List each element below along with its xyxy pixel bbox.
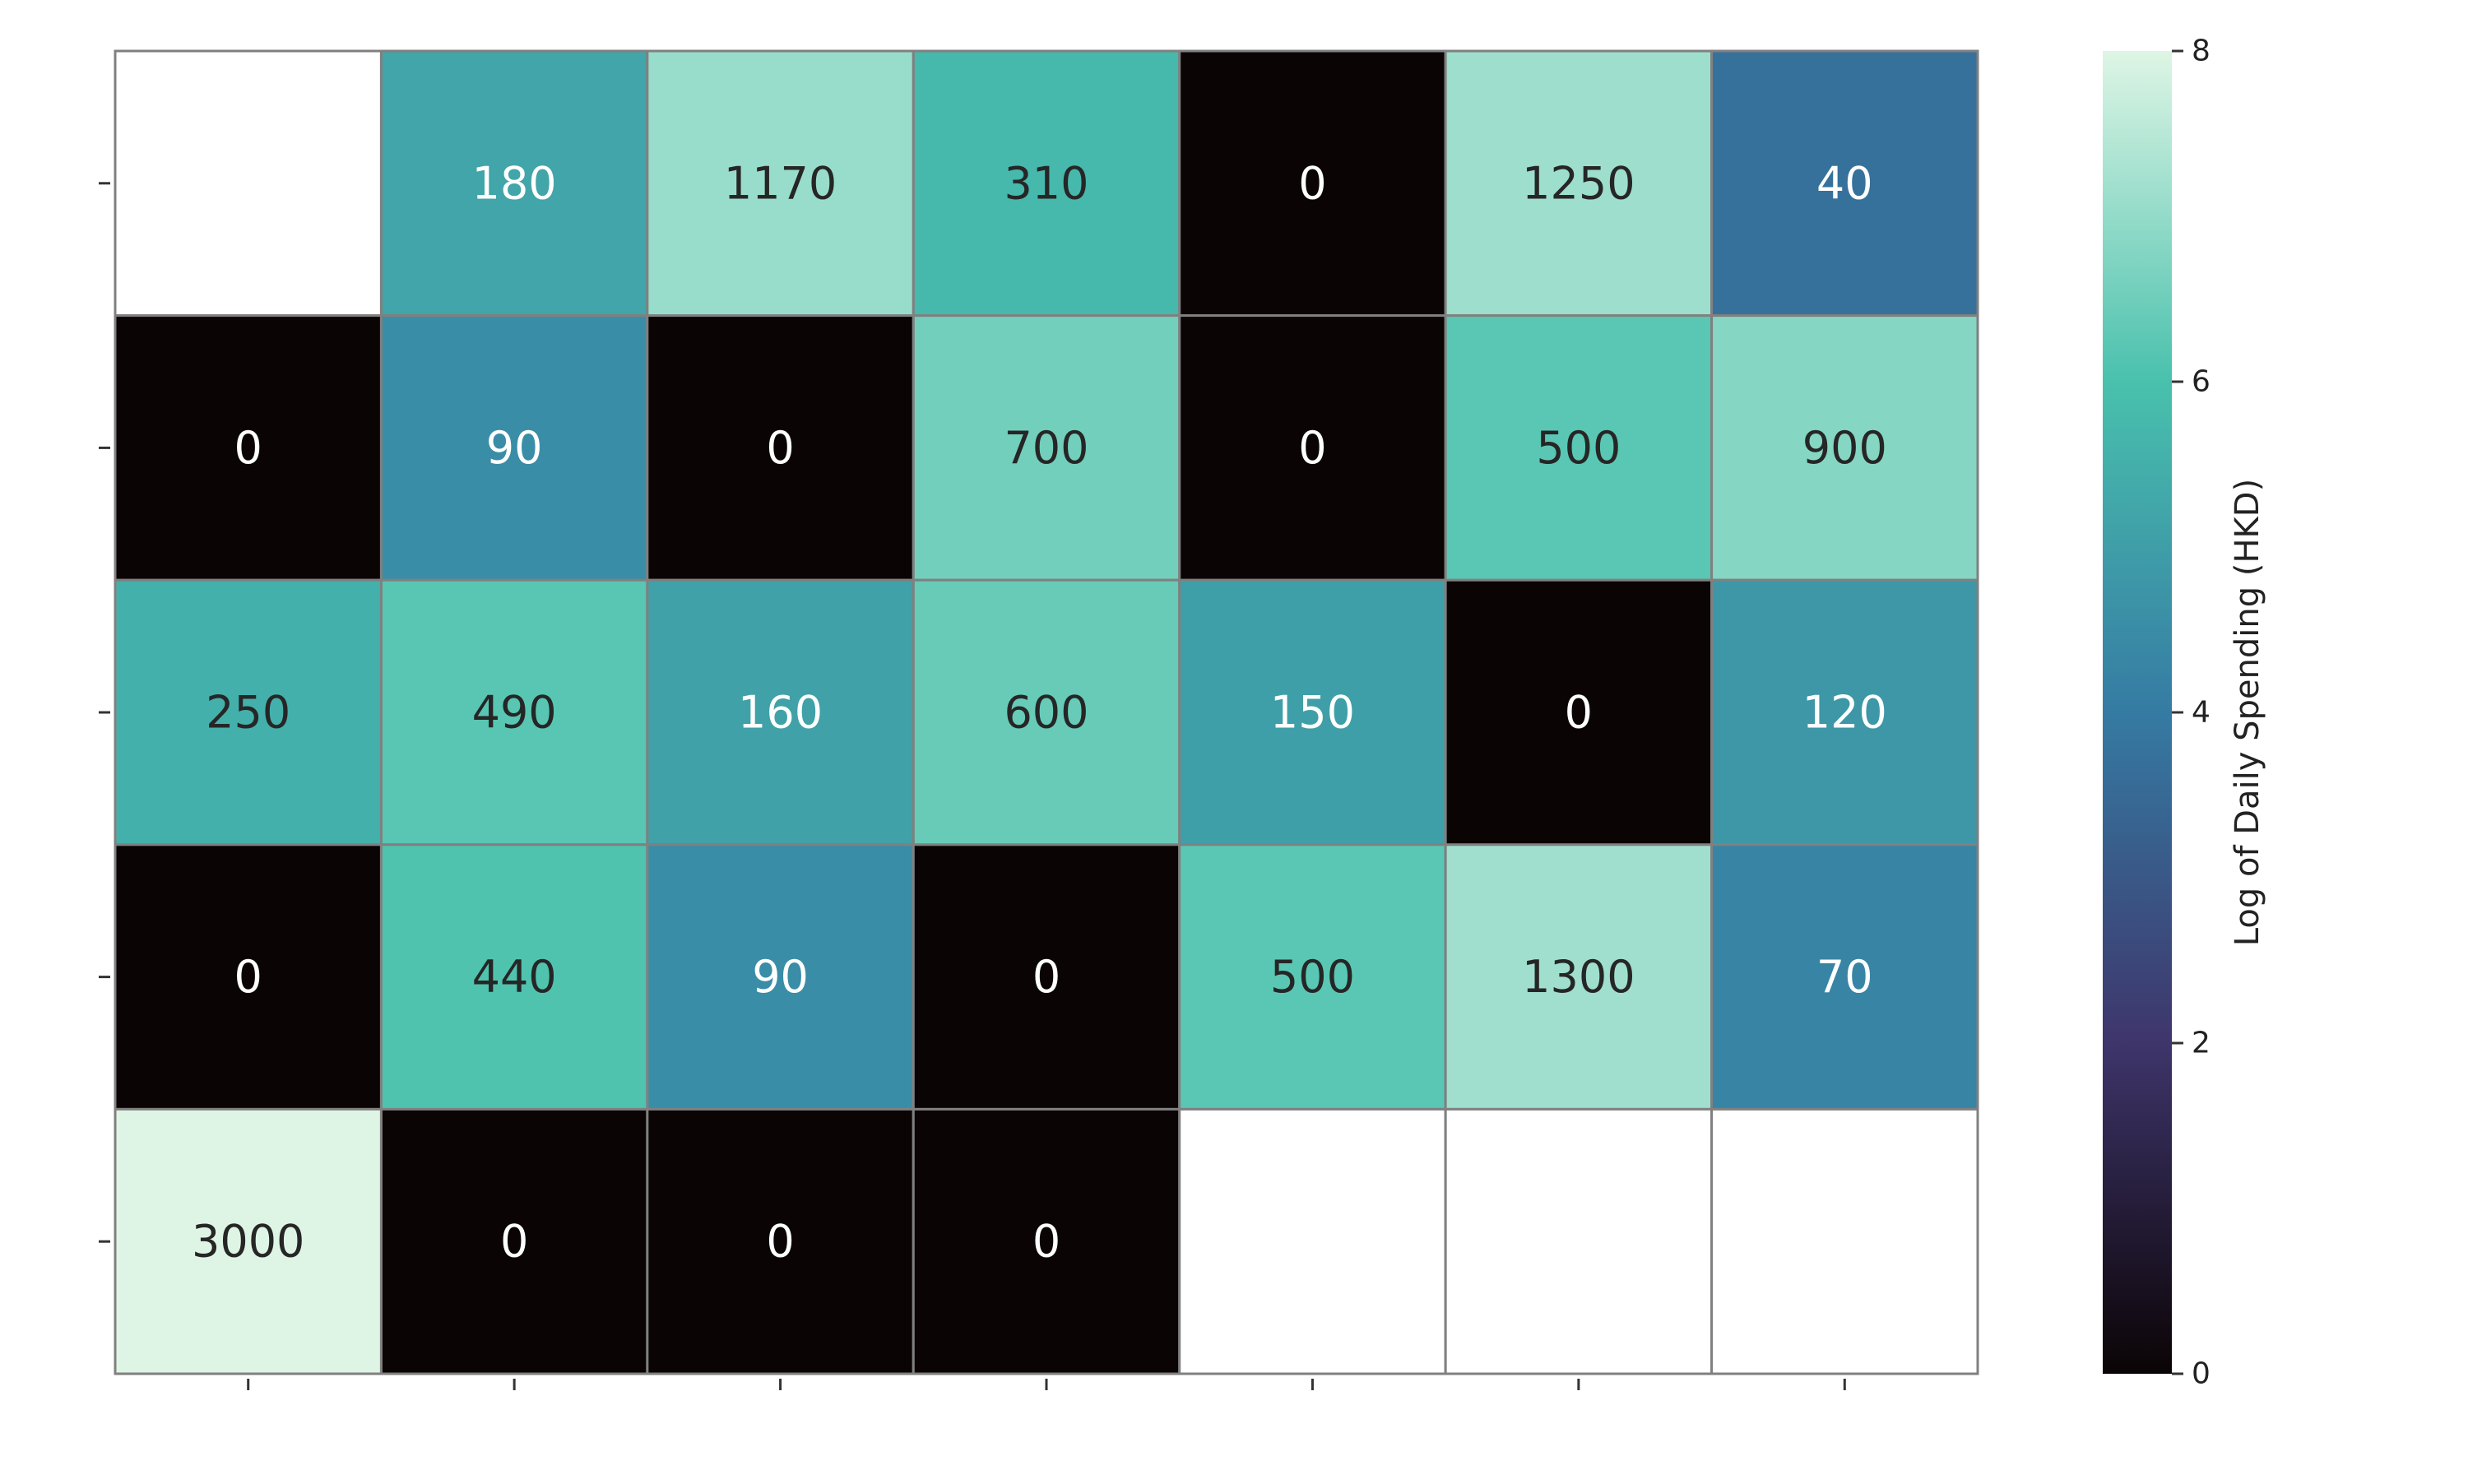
- colorbar-tick-label: 2: [2192, 1027, 2211, 1060]
- colorbar-tick-label: 4: [2192, 696, 2211, 730]
- heatmap-cell: [1710, 578, 1979, 846]
- heatmap-cell: [646, 843, 915, 1111]
- heatmap-cell: [114, 49, 383, 318]
- cell-value-label: 70: [1816, 951, 1873, 1003]
- heatmap-axes: [99, 182, 1846, 1390]
- cell-value-label: 440: [472, 951, 557, 1003]
- cell-value-label: 90: [752, 951, 809, 1003]
- heatmap-cell: [379, 314, 649, 582]
- heatmap-cell: [1444, 578, 1714, 846]
- heatmap-cell: [1178, 49, 1447, 318]
- cell-value-label: 900: [1802, 422, 1887, 474]
- cell-value-label: 0: [234, 422, 262, 474]
- cell-value-label: 0: [766, 422, 794, 474]
- cell-value-label: 1250: [1522, 157, 1635, 209]
- heatmap-cell: [114, 843, 383, 1111]
- colorbar-tick-label: 8: [2192, 35, 2211, 68]
- heatmap-cell: [1444, 1107, 1714, 1375]
- heatmap-cell: [114, 578, 383, 846]
- cell-value-label: 700: [1004, 422, 1088, 474]
- heatmap-cell: [912, 314, 1181, 582]
- colorbar-gradient: [2103, 51, 2172, 1374]
- colorbar: 0 2 4 6 8 Log of Daily Spending (HKD): [2103, 35, 2266, 1391]
- heatmap-cell: [912, 1107, 1181, 1375]
- cell-value-label: 0: [1565, 687, 1593, 739]
- colorbar-tick-label: 6: [2192, 365, 2211, 399]
- cell-value-label: 1300: [1522, 951, 1635, 1003]
- cell-value-label: 250: [206, 687, 290, 739]
- heatmap-cell: [646, 578, 915, 846]
- cell-value-label: 150: [1270, 687, 1355, 739]
- heatmap-cell: [1710, 49, 1979, 318]
- heatmap-cell: [1710, 843, 1979, 1111]
- heatmap-cell: [912, 578, 1181, 846]
- cell-value-label: 490: [472, 687, 557, 739]
- cell-value-label: 0: [1298, 157, 1326, 209]
- cell-value-label: 40: [1816, 157, 1873, 209]
- heatmap-cell: [1444, 314, 1714, 582]
- cell-value-label: 1170: [724, 157, 837, 209]
- heatmap-cell: [379, 578, 649, 846]
- cell-value-label: 500: [1270, 951, 1355, 1003]
- cell-value-label: 3000: [192, 1216, 304, 1268]
- heatmap-cell: [1178, 578, 1447, 846]
- heatmap-cell: [646, 49, 915, 318]
- heatmap-cell: [1444, 49, 1714, 318]
- cell-value-label: 180: [472, 157, 557, 209]
- heatmap-cell: [114, 1107, 383, 1375]
- cell-value-label: 0: [766, 1216, 794, 1268]
- heatmap-cell: [1178, 1107, 1447, 1375]
- cell-value-label: 500: [1536, 422, 1621, 474]
- heatmap-cell: [379, 1107, 649, 1375]
- heatmap-cell: [1710, 1107, 1979, 1375]
- colorbar-tick-label: 0: [2192, 1357, 2211, 1391]
- cell-value-label: 0: [234, 951, 262, 1003]
- heatmap-cell: [1710, 314, 1979, 582]
- cell-value-label: 160: [738, 687, 823, 739]
- heatmap-cell: [1178, 843, 1447, 1111]
- cell-value-label: 0: [1032, 951, 1060, 1003]
- heatmap-cell: [379, 49, 649, 318]
- heatmap-cell: [379, 843, 649, 1111]
- colorbar-label: Log of Daily Spending (HKD): [2229, 479, 2266, 946]
- cell-value-label: 310: [1004, 157, 1088, 209]
- cell-value-label: 0: [1032, 1216, 1060, 1268]
- cell-value-label: 0: [1298, 422, 1326, 474]
- cell-value-label: 120: [1802, 687, 1887, 739]
- heatmap-cell: [912, 49, 1181, 318]
- cell-value-label: 0: [500, 1216, 528, 1268]
- cell-value-label: 600: [1004, 687, 1088, 739]
- cell-value-label: 90: [486, 422, 543, 474]
